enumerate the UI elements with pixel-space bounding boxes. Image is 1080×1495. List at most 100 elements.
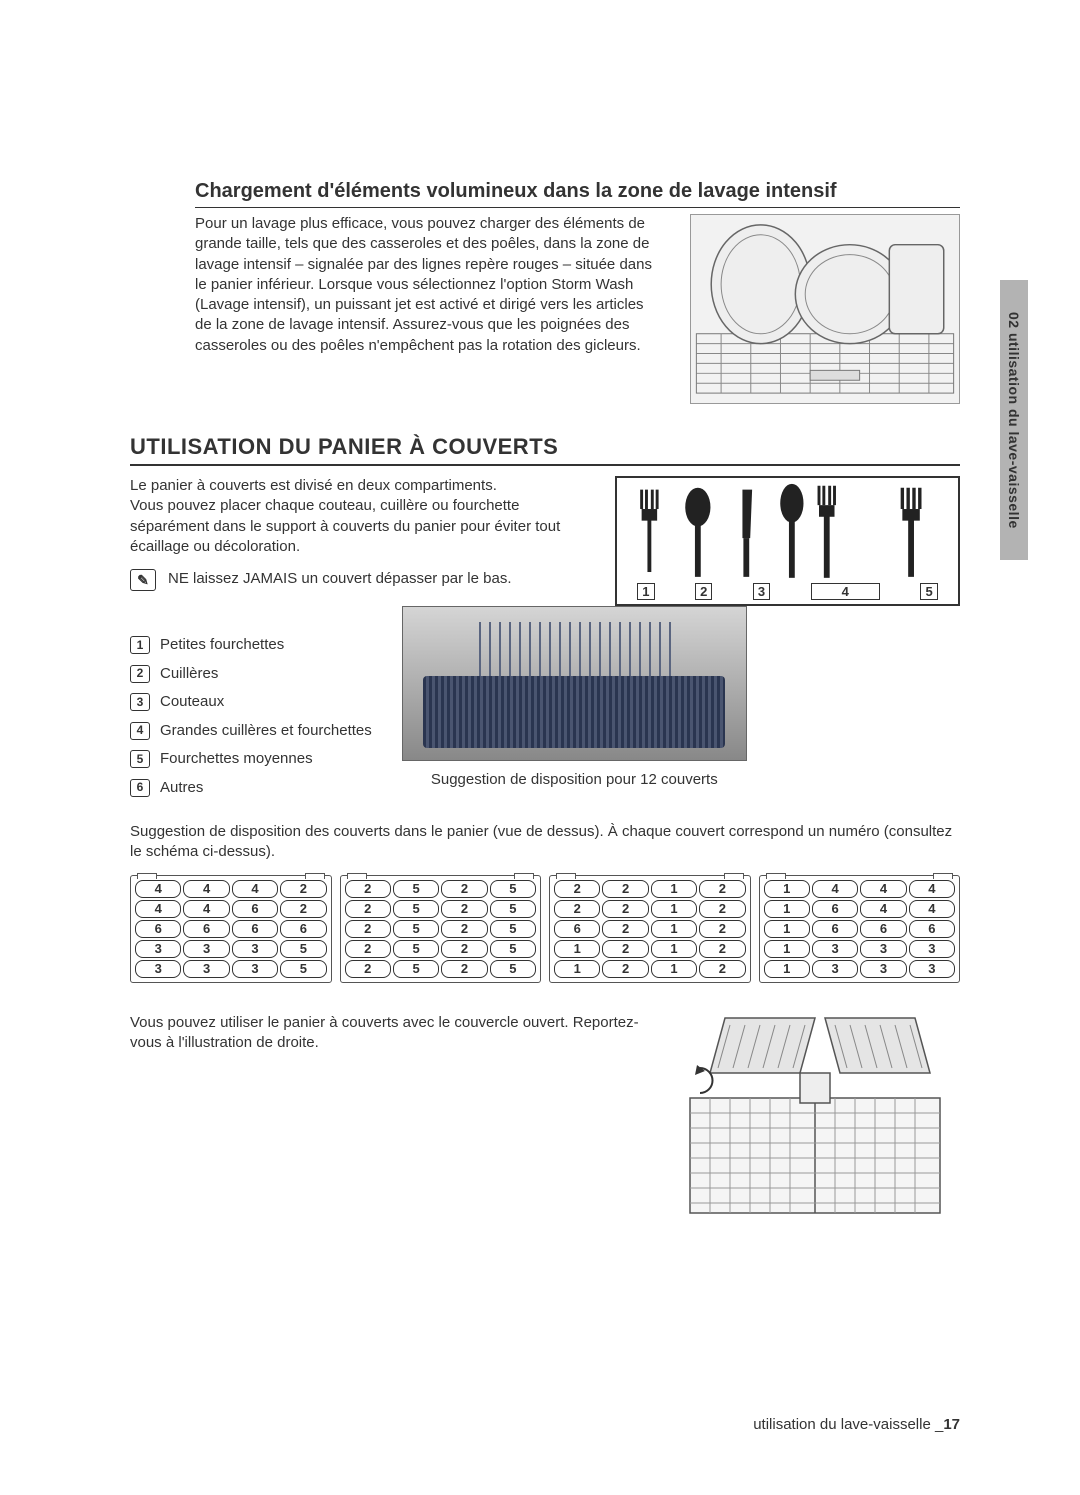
page-footer: utilisation du lave-vaisselle _17 [753, 1416, 960, 1433]
layout-cell: 5 [490, 900, 536, 918]
legend-label: Fourchettes moyennes [160, 745, 313, 774]
layout-cell: 2 [345, 880, 391, 898]
layout-cell: 2 [441, 900, 487, 918]
open-basket-illustration [670, 1013, 960, 1223]
layout-cell: 4 [909, 900, 955, 918]
layout-cell: 6 [860, 920, 906, 938]
section2-intro1: Le panier à couverts est divisé en deux … [130, 476, 585, 496]
legend-label: Petites fourchettes [160, 631, 284, 660]
layout-cell: 5 [393, 880, 439, 898]
legend-number: 1 [130, 636, 150, 654]
layout-section: 25252525252525252525 [340, 875, 542, 983]
layout-cell: 2 [699, 960, 745, 978]
side-tab: 02 utilisation du lave-vaisselle [1000, 280, 1028, 560]
layout-cell: 1 [651, 920, 697, 938]
layout-cell: 1 [651, 880, 697, 898]
layout-cell: 1 [651, 940, 697, 958]
layout-cell: 2 [280, 880, 326, 898]
layout-cell: 3 [812, 960, 858, 978]
layout-cell: 6 [554, 920, 600, 938]
layout-cell: 3 [909, 940, 955, 958]
legend-list: 1Petites fourchettes2Cuillères3Couteaux4… [130, 631, 372, 802]
layout-cell: 3 [860, 960, 906, 978]
layout-cell: 2 [602, 880, 648, 898]
layout-cell: 2 [441, 960, 487, 978]
layout-cell: 3 [909, 960, 955, 978]
layout-cell: 2 [345, 920, 391, 938]
section2-title: UTILISATION DU PANIER À COUVERTS [130, 434, 960, 466]
mid-paragraph: Suggestion de disposition des couverts d… [130, 822, 960, 863]
slot-label: 4 [811, 583, 880, 600]
layout-cell: 3 [232, 940, 278, 958]
layout-cell: 2 [602, 960, 648, 978]
legend-item: 4 Grandes cuillères et fourchettes [130, 717, 372, 746]
cutlery-basket-photo [402, 606, 747, 761]
layout-cell: 5 [393, 920, 439, 938]
layout-cell: 1 [554, 940, 600, 958]
layout-cell: 4 [183, 900, 229, 918]
layout-cell: 2 [554, 880, 600, 898]
legend-item: 2Cuillères [130, 660, 372, 689]
layout-cell: 2 [345, 940, 391, 958]
layout-cell: 3 [183, 960, 229, 978]
layout-cell: 2 [699, 900, 745, 918]
layout-cell: 3 [183, 940, 229, 958]
layout-cell: 5 [490, 960, 536, 978]
slot-label: 2 [695, 583, 712, 600]
note-icon: ✎ [130, 569, 156, 591]
layout-cell: 4 [860, 880, 906, 898]
layout-diagram: 4442446266663335333525252525252525252525… [130, 875, 960, 983]
side-tab-label: 02 utilisation du lave-vaisselle [1006, 312, 1022, 529]
layout-cell: 1 [554, 960, 600, 978]
layout-cell: 2 [441, 940, 487, 958]
footer-page: 17 [943, 1416, 960, 1433]
footer-text: utilisation du lave-vaisselle _ [753, 1416, 943, 1433]
cutlery-slots-diagram: 1 2 3 4 5 [615, 476, 960, 606]
bottom-text: Vous pouvez utiliser le panier à couvert… [130, 1013, 640, 1223]
section2-intro2: Vous pouvez placer chaque couteau, cuill… [130, 496, 585, 557]
layout-cell: 6 [812, 900, 858, 918]
layout-cell: 2 [699, 940, 745, 958]
basket-caption: Suggestion de disposition pour 12 couver… [402, 771, 747, 788]
layout-cell: 4 [909, 880, 955, 898]
layout-cell: 6 [232, 900, 278, 918]
legend-label: Couteaux [160, 688, 224, 717]
layout-cell: 6 [135, 920, 181, 938]
layout-cell: 5 [393, 960, 439, 978]
section1-text: Pour un lavage plus efficace, vous pouve… [195, 214, 660, 404]
layout-cell: 2 [441, 880, 487, 898]
layout-section: 22122212621212121212 [549, 875, 751, 983]
layout-cell: 5 [490, 880, 536, 898]
layout-cell: 4 [135, 900, 181, 918]
legend-label: Autres [160, 774, 203, 803]
legend-number: 3 [130, 693, 150, 711]
slot-label: 3 [753, 583, 770, 600]
layout-cell: 1 [764, 940, 810, 958]
layout-cell: 4 [860, 900, 906, 918]
layout-cell: 4 [183, 880, 229, 898]
layout-cell: 2 [602, 920, 648, 938]
layout-cell: 6 [280, 920, 326, 938]
layout-cell: 2 [280, 900, 326, 918]
layout-cell: 1 [651, 960, 697, 978]
layout-cell: 1 [764, 900, 810, 918]
layout-cell: 4 [232, 880, 278, 898]
layout-cell: 3 [135, 940, 181, 958]
layout-cell: 6 [232, 920, 278, 938]
layout-cell: 1 [764, 960, 810, 978]
legend-item: 5Fourchettes moyennes [130, 745, 372, 774]
layout-cell: 4 [135, 880, 181, 898]
layout-cell: 2 [602, 940, 648, 958]
slot-label: 1 [637, 583, 654, 600]
layout-cell: 5 [490, 940, 536, 958]
slot-label: 5 [920, 583, 937, 600]
legend-number: 4 [130, 722, 150, 740]
layout-cell: 5 [393, 900, 439, 918]
layout-cell: 5 [393, 940, 439, 958]
section1-title: Chargement d'éléments volumineux dans la… [195, 180, 960, 208]
layout-cell: 2 [345, 900, 391, 918]
legend-number: 6 [130, 779, 150, 797]
layout-cell: 4 [812, 880, 858, 898]
legend-label: Grandes cuillères et fourchettes [160, 717, 372, 746]
layout-cell: 6 [183, 920, 229, 938]
